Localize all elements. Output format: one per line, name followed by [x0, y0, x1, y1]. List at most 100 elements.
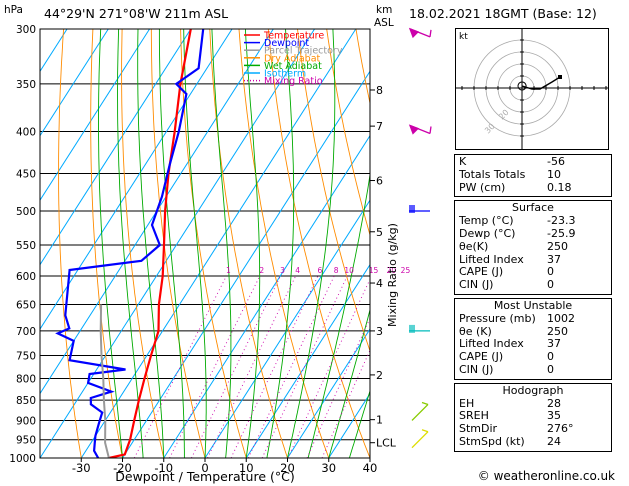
km-tick-label: 1 — [376, 414, 383, 427]
mixing-ratio-label: 15 — [369, 266, 379, 275]
km-tick-label: 2 — [376, 369, 383, 382]
indices-panel: K -56 Totals Totals 10 PW (cm) 0.18 Surface… — [454, 154, 612, 455]
mixing-ratio-label: 4 — [295, 266, 300, 275]
temperature-tick-label: 0 — [201, 461, 208, 475]
isotherm-line — [245, 263, 370, 458]
hodograph-storm-marker — [517, 81, 527, 91]
hodograph-unit-label: kt — [459, 32, 468, 42]
pressure-tick-label: 750 — [16, 350, 36, 362]
hodo-row-stmspd: StmSpd (kt) 24 — [459, 434, 561, 448]
index-row-totals: Totals Totals 10 — [459, 167, 561, 181]
wind-barb-flag — [408, 124, 420, 135]
surface-row-cin: CIN (J) 0 — [459, 278, 554, 292]
wet-adiabat-line — [307, 171, 370, 458]
temperature-tick-label: 10 — [239, 461, 254, 475]
pressure-tick-label: 350 — [16, 79, 36, 91]
temperature-tick-label: 30 — [321, 461, 336, 475]
isotherm-line — [40, 29, 109, 137]
km-tick-label: 6 — [376, 175, 383, 188]
wind-barb — [409, 205, 430, 214]
km-tick-label: 7 — [376, 120, 383, 133]
wind-barb-feather — [421, 429, 429, 433]
copyright-text: © weatheronline.co.uk — [477, 469, 615, 483]
mixing-ratio-label: 25 — [401, 266, 411, 275]
skew-t-chart: 1 2 3 4 6 8 10 15 20 2530035040045050055060065070… — [4, 4, 450, 484]
mixing-ratio-line — [247, 275, 335, 458]
legend-label: Mixing Ratio — [264, 76, 323, 87]
pressure-tick-label: 800 — [16, 373, 36, 385]
wind-barb-staff — [411, 403, 429, 421]
pressure-tick-label: 300 — [16, 24, 36, 36]
dry-adiabat-line — [267, 29, 370, 458]
pressure-tick-label: 550 — [16, 240, 36, 252]
wet-adiabat-line — [287, 29, 336, 458]
km-tick-label: 3 — [376, 325, 383, 338]
mu-row-lifted-index: Lifted Index 37 — [459, 337, 561, 351]
temperature-series — [108, 29, 192, 458]
isotherm-line — [204, 199, 370, 458]
wind-barb — [411, 429, 429, 449]
temperature-tick-label: 40 — [363, 461, 378, 475]
km-tick-label: 4 — [376, 277, 383, 290]
surface-box: Surface Temp (°C) -23.3 Dewp (°C) -25.9 θe… — [454, 200, 612, 295]
hodograph-endpoint — [558, 75, 562, 79]
wind-barb-feather — [421, 401, 429, 406]
datetime-header: 18.02.2021 18GMT (Base: 12) — [409, 6, 597, 21]
km-axis-sublabel: ASL — [374, 17, 394, 29]
hodo-row-eh: EH 28 — [459, 396, 561, 410]
wind-barb — [408, 124, 432, 135]
surface-title: Surface — [512, 201, 554, 215]
mixing-ratio-label: 3 — [280, 266, 285, 275]
km-tick-label: 5 — [376, 226, 383, 239]
mixing-ratio-label: 10 — [344, 266, 354, 275]
location-header: 44°29'N 271°08'W 211m ASL — [44, 6, 229, 21]
mixing-ratio-label: 8 — [334, 266, 339, 275]
surface-row-cape: CAPE (J) 0 — [459, 265, 554, 279]
legend-label: Isotherm — [264, 69, 306, 80]
dry-adiabat-line — [238, 29, 330, 458]
isotherm-line — [40, 29, 192, 266]
mixing-ratio-label: 2 — [259, 266, 264, 275]
km-tick-label: 8 — [376, 84, 383, 97]
wet-adiabat-line — [244, 29, 261, 458]
wind-barb-feather — [429, 29, 432, 37]
pressure-tick-label: 1000 — [9, 453, 36, 465]
most-unstable-box: Most Unstable Pressure (mb) 1002 θe (K) 25… — [454, 297, 612, 380]
index-row-pw: PW (cm) 0.18 — [459, 180, 572, 194]
surface-row-lifted-index: Lifted Index 37 — [459, 252, 561, 266]
wind-barb — [411, 401, 429, 421]
pressure-tick-label: 450 — [16, 168, 36, 180]
wind-barb-feather — [429, 126, 432, 134]
isotherm-line — [40, 29, 150, 202]
x-axis-label: Dewpoint / Temperature (°C) — [115, 469, 294, 484]
hodograph-stats-title: Hodograph — [502, 383, 564, 397]
pressure-tick-label: 650 — [16, 300, 36, 312]
hodo-row-stmdir: StmDir 276° — [459, 422, 574, 436]
mu-row-thetae: θe (K) 250 — [459, 324, 568, 338]
surface-row-dewp: Dewp (°C) -25.9 — [459, 226, 576, 240]
mixing-ratio-line — [230, 275, 319, 458]
index-row-k: K -56 — [459, 155, 565, 168]
temperature-tick-label: -10 — [154, 461, 173, 475]
isotherm-line — [122, 70, 370, 458]
mu-row-cape: CAPE (J) 0 — [459, 350, 554, 364]
mixing-ratio-line — [169, 275, 261, 458]
pressure-tick-label: 400 — [16, 127, 36, 139]
wet-adiabat-line — [137, 29, 165, 458]
stability-indices-box: K -56 Totals Totals 10 PW (cm) 0.18 — [454, 154, 612, 198]
pressure-tick-label: 950 — [16, 435, 36, 447]
dry-adiabat-line — [180, 29, 247, 458]
wet-adiabat-line — [211, 29, 232, 458]
dry-adiabat-line — [297, 29, 370, 353]
wet-adiabat-line — [117, 29, 144, 458]
most-unstable-title: Most Unstable — [493, 298, 573, 312]
pressure-tick-label: 900 — [16, 415, 36, 427]
temperature-tick-label: -20 — [113, 461, 132, 475]
hodograph-trace — [521, 76, 561, 90]
legend-label: Temperature — [263, 31, 324, 42]
dry-adiabat-line — [444, 29, 450, 458]
y-axis-label: hPa — [4, 4, 23, 16]
isotherm-line — [287, 328, 370, 458]
mu-row-pressure: Pressure (mb) 1002 — [459, 311, 575, 325]
